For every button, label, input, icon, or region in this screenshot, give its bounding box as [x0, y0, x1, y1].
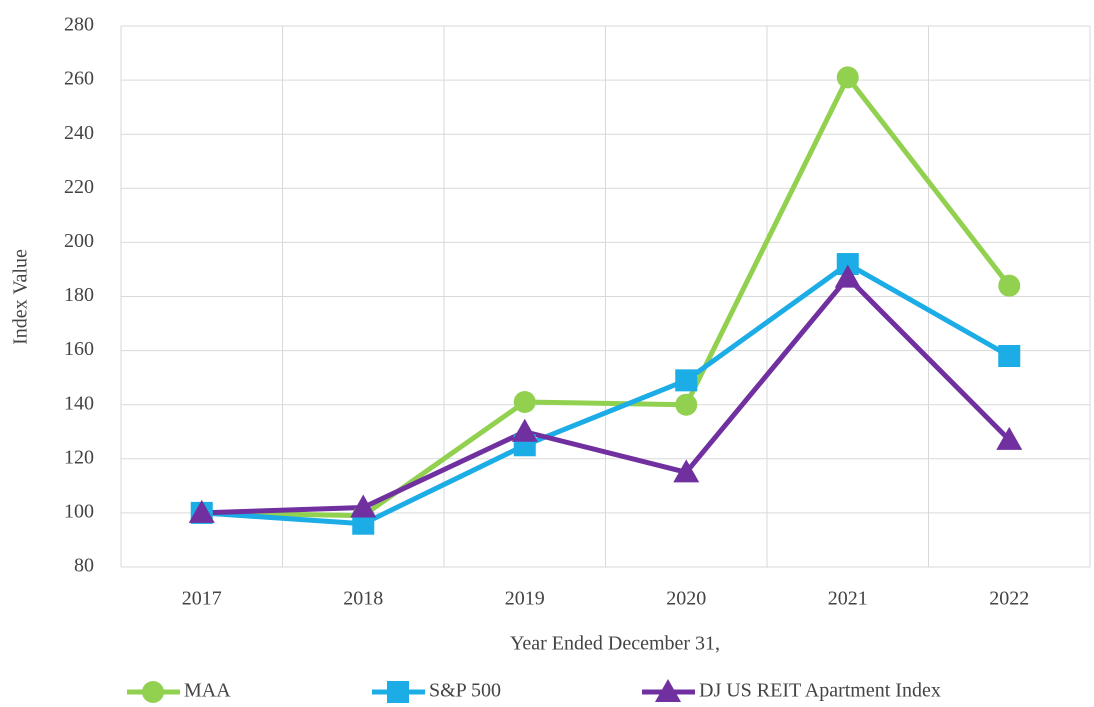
data-point [998, 274, 1021, 297]
x-tick-label: 2019 [505, 588, 545, 610]
x-tick-label: 2022 [989, 588, 1029, 610]
y-tick-label: 280 [64, 14, 94, 36]
data-point [513, 390, 536, 413]
y-axis-label: Index Value [10, 249, 32, 345]
series-line [201, 261, 1011, 527]
legend-marker [387, 681, 409, 703]
y-tick-label: 160 [64, 338, 94, 360]
series-line [201, 275, 1012, 516]
legend-label: MAA [184, 680, 231, 702]
data-point [511, 418, 538, 442]
data-point [350, 494, 377, 518]
data-point [188, 499, 215, 523]
y-tick-label: 260 [64, 68, 94, 90]
y-tick-label: 240 [64, 122, 94, 144]
y-tick-label: 100 [64, 500, 94, 522]
x-tick-label: 2020 [666, 588, 706, 610]
x-tick-label: 2018 [343, 588, 383, 610]
data-point [352, 512, 375, 535]
data-point [675, 369, 698, 392]
data-point [834, 264, 861, 288]
legend-marker [655, 679, 681, 702]
series-line [201, 74, 1012, 519]
y-tick-label: 120 [64, 446, 94, 468]
x-axis-label: Year Ended December 31, [510, 633, 720, 655]
legend-label: S&P 500 [429, 680, 501, 702]
y-tick-label: 220 [64, 176, 94, 198]
y-tick-label: 180 [64, 284, 94, 306]
legend-label: DJ US REIT Apartment Index [699, 680, 941, 702]
y-tick-label: 80 [74, 555, 94, 577]
data-point [836, 253, 859, 276]
y-tick-label: 140 [64, 392, 94, 414]
x-tick-label: 2017 [182, 588, 222, 610]
data-point [673, 459, 700, 483]
data-point [675, 393, 698, 416]
data-point [996, 426, 1023, 450]
legend-marker [142, 681, 164, 703]
data-point [836, 66, 859, 89]
data-point [998, 345, 1021, 368]
y-tick-label: 200 [64, 230, 94, 252]
x-tick-label: 2021 [828, 588, 868, 610]
